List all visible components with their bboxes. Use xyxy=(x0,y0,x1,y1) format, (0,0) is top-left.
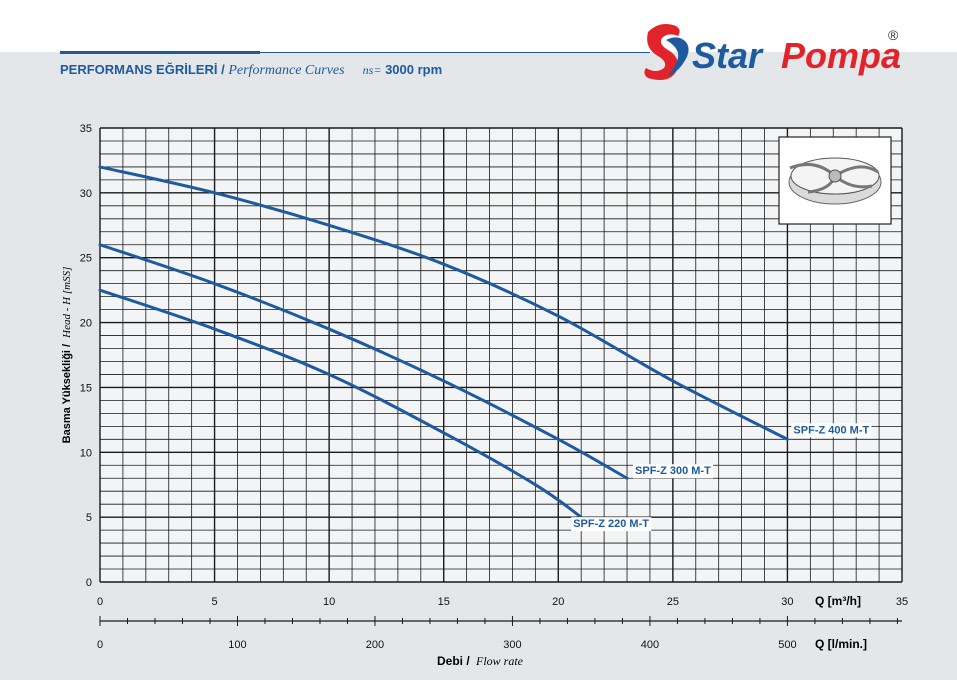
x-tick-label: 25 xyxy=(667,596,679,608)
logo-word-pompa: Pompa xyxy=(781,35,901,76)
y-axis-title: Basma Yüksekliği / Head - H [mSS] xyxy=(61,267,73,444)
chart-curves xyxy=(98,165,789,519)
x-axis-title-en: Flow rate xyxy=(475,654,524,668)
x-axis-title: Debi / Flow rate xyxy=(437,654,524,668)
secondary-x-tick-label: 200 xyxy=(366,639,384,651)
secondary-x-tick-label: 300 xyxy=(503,639,521,651)
series-line xyxy=(98,165,789,441)
secondary-x-tick-label: 400 xyxy=(641,639,659,651)
x-tick-label: 30 xyxy=(781,596,793,608)
series-label-bg xyxy=(791,423,872,438)
series-label: SPF-Z 400 M-T xyxy=(793,424,869,436)
y-tick-label: 10 xyxy=(80,447,92,459)
ns-label: ns= xyxy=(362,63,382,77)
x-axis-unit-secondary: Q [l/min.] xyxy=(815,637,867,651)
series-label: SPF-Z 300 M-T xyxy=(635,465,711,477)
secondary-x-tick-label: 0 xyxy=(97,639,103,651)
x-tick-label: 35 xyxy=(896,596,908,608)
chart-axes: 0 5 10 15 20 25 30 35 0 5 10 15 20 25 30 35 0 100 200 300 40… xyxy=(80,123,908,651)
page-header: PERFORMANS EĞRİLERİ / Performance Curves… xyxy=(60,62,442,79)
series-line xyxy=(98,288,583,519)
x-tick-label: 20 xyxy=(552,596,564,608)
x-axis-unit-primary: Q [m³/h] xyxy=(815,594,861,608)
series-label-bg xyxy=(633,464,714,479)
x-axis-title-tr: Debi / xyxy=(437,654,470,668)
top-band xyxy=(0,0,957,52)
y-tick-label: 0 xyxy=(86,577,92,589)
x-tick-label: 5 xyxy=(212,596,218,608)
y-tick-label: 25 xyxy=(80,253,92,265)
y-tick-label: 20 xyxy=(80,318,92,330)
chart-grid xyxy=(99,127,903,583)
rpm-value: 3000 rpm xyxy=(385,62,443,77)
series-label: SPF-Z 220 M-T xyxy=(573,518,649,530)
secondary-x-tick-label: 500 xyxy=(778,639,796,651)
y-tick-label: 5 xyxy=(86,512,92,524)
chart-series-labels: SPF-Z 400 M-T SPF-Z 300 M-T SPF-Z 220 M-T xyxy=(571,423,872,532)
title-turkish: PERFORMANS EĞRİLERİ xyxy=(60,62,218,77)
title-separator: / xyxy=(221,62,225,77)
x-tick-label: 10 xyxy=(323,596,335,608)
impeller-icon xyxy=(788,157,882,205)
registered-mark: ® xyxy=(888,27,899,43)
secondary-x-tick-label: 100 xyxy=(228,639,246,651)
star-pompa-logo: Star Pompa ® xyxy=(644,24,901,80)
logo-emblem-icon xyxy=(644,24,689,80)
y-tick-label: 35 xyxy=(80,123,92,135)
x-tick-label: 15 xyxy=(438,596,450,608)
title-english: Performance Curves xyxy=(228,63,345,78)
plot-area xyxy=(100,128,902,582)
logo-word-star: Star xyxy=(692,35,764,76)
y-tick-label: 15 xyxy=(80,382,92,394)
x-tick-label: 0 xyxy=(97,596,103,608)
y-axis-title-en: Head - H [mSS] xyxy=(61,267,73,339)
series-label-bg xyxy=(571,517,652,532)
series-line xyxy=(98,243,629,480)
header-rule-accent xyxy=(60,51,260,54)
y-tick-label: 30 xyxy=(80,188,92,200)
y-axis-title-tr: Basma Yüksekliği / xyxy=(61,344,73,443)
header-rule xyxy=(60,52,650,53)
